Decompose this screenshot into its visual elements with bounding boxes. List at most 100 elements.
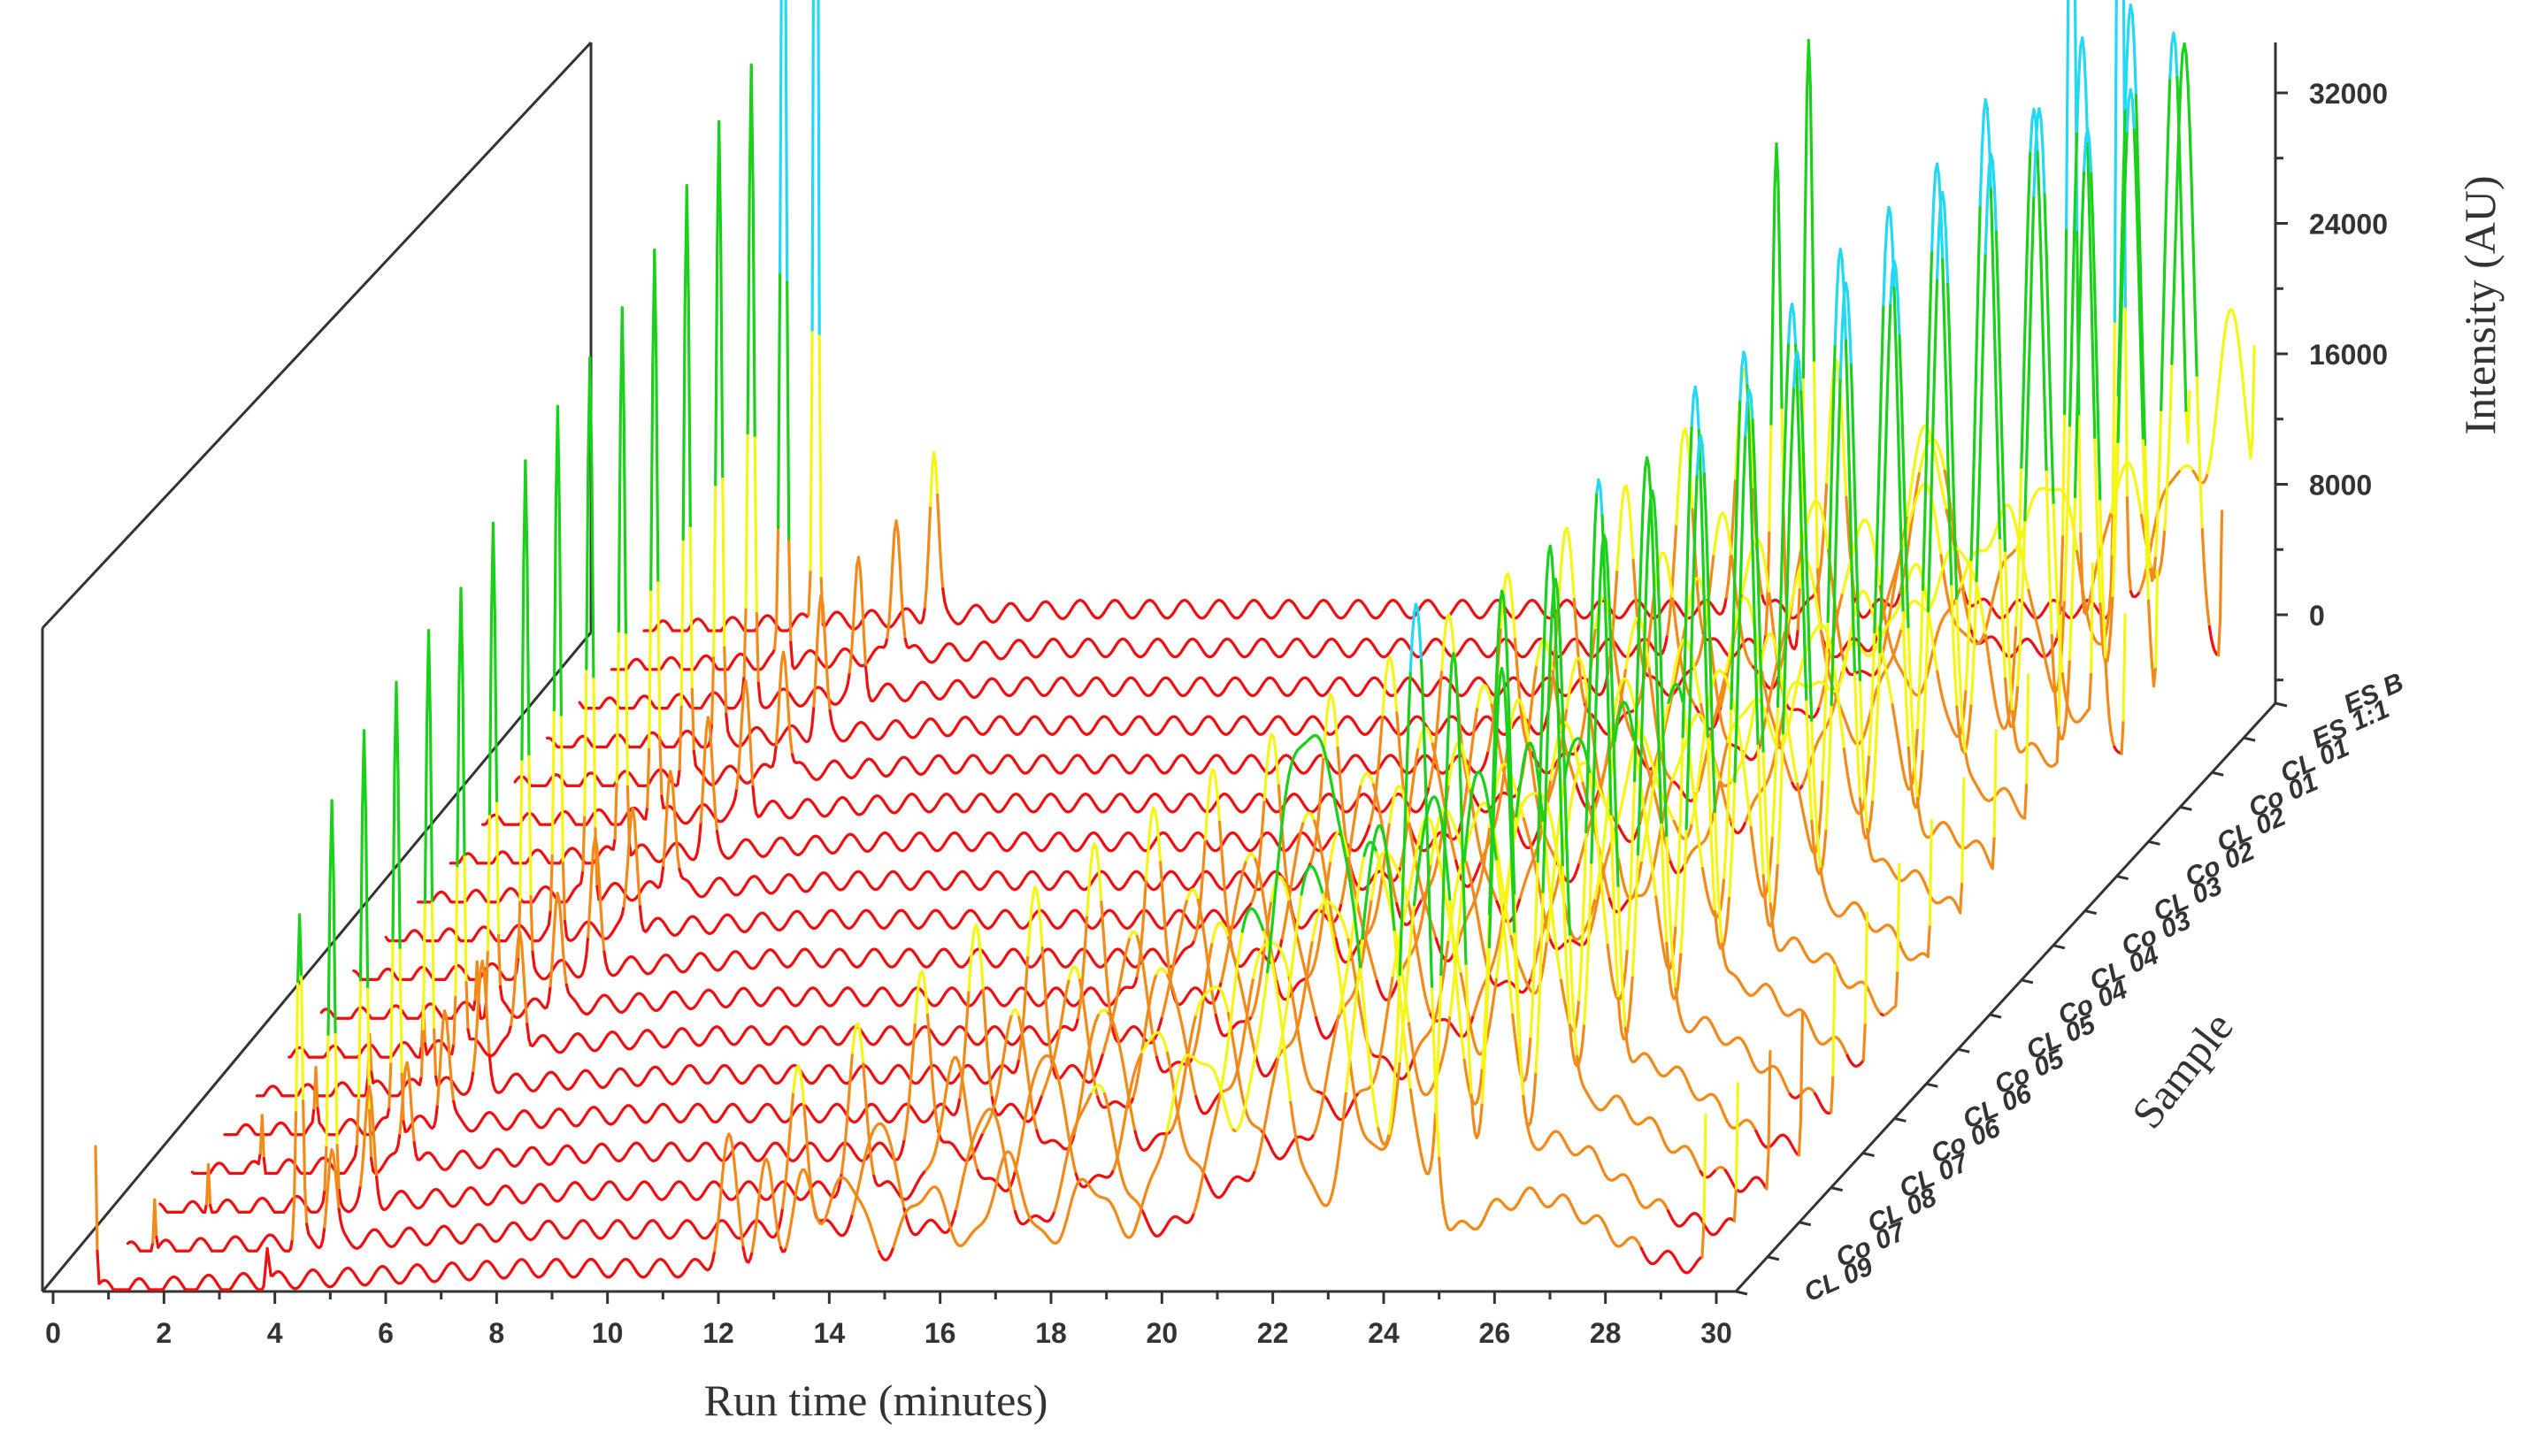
trace-segment	[825, 631, 826, 663]
trace-segment	[1731, 556, 1733, 571]
trace-segment	[779, 272, 780, 527]
trace-segment	[2129, 571, 2130, 592]
trace-segment	[2242, 369, 2244, 387]
trace-segment	[2069, 615, 2071, 659]
trace-segment	[1710, 570, 1712, 586]
trace-segment	[2120, 306, 2122, 375]
trace-segment	[1741, 628, 1743, 639]
trace-segment	[943, 589, 945, 602]
trace-segment	[1635, 587, 1637, 613]
trace-segment	[1630, 510, 1631, 533]
trace-segment	[2093, 225, 2095, 288]
trace-segment	[1827, 449, 1829, 483]
trace-segment	[1829, 654, 1830, 664]
trace-segment	[903, 623, 905, 640]
trace-segment	[742, 689, 744, 714]
trace-segment	[723, 479, 725, 648]
trace-segment	[830, 711, 832, 723]
trace-segment	[2037, 152, 2039, 201]
trace-segment	[751, 759, 753, 787]
trace-segment	[1829, 417, 1830, 449]
trace-segment	[2027, 200, 2029, 261]
trace-segment	[1873, 541, 1875, 551]
trace-segment	[893, 532, 894, 560]
trace-segment	[1523, 722, 1524, 733]
trace-segment	[812, 706, 814, 726]
trace-segment	[712, 655, 714, 724]
trace-segment	[868, 686, 870, 696]
trace-segment	[725, 648, 726, 714]
trace-segment	[1631, 533, 1633, 560]
trace-segment	[1771, 296, 1773, 424]
trace-segment	[740, 714, 742, 745]
trace-segment	[2132, 100, 2134, 130]
trace-segment	[2084, 599, 2086, 609]
trace-segment	[859, 557, 861, 571]
trace-segment	[816, 640, 817, 676]
trace-segment	[1515, 640, 1517, 664]
trace-segment	[2123, 179, 2125, 239]
trace-segment	[1846, 497, 1848, 526]
trace-segment	[2055, 700, 2057, 720]
trace-segment	[2091, 288, 2093, 366]
trace-segment	[1715, 529, 1717, 540]
trace-segment	[2077, 80, 2079, 131]
trace-segment	[1891, 597, 1892, 608]
trace-segment	[1911, 479, 1913, 491]
trace-segment	[1766, 568, 1768, 580]
trace-segment	[2193, 248, 2195, 313]
trace-segment	[864, 637, 866, 667]
trace-segment	[2167, 129, 2168, 194]
trace-segment	[2045, 402, 2046, 471]
trace-segment	[2116, 441, 2118, 502]
trace-segment	[2093, 366, 2095, 440]
trace-segment	[2064, 717, 2066, 732]
trace-segment	[2174, 241, 2175, 303]
trace-segment	[2221, 511, 2222, 620]
trace-segment	[936, 464, 938, 495]
trace-segment	[1563, 531, 1565, 542]
trace-segment	[1778, 183, 1780, 287]
trace-segment	[1946, 590, 1948, 600]
trace-segment	[2046, 472, 2048, 535]
trace-segment	[1729, 564, 1730, 583]
trace-segment	[1982, 612, 1983, 624]
trace-segment	[1614, 643, 1615, 656]
trace-segment	[817, 609, 819, 640]
trace-segment	[814, 676, 816, 706]
trace-segment	[2084, 139, 2086, 170]
trace-segment	[1512, 594, 1514, 615]
trace-segment	[2023, 329, 2025, 400]
trace-segment	[749, 724, 751, 759]
trace-segment	[735, 788, 737, 799]
trace-segment	[1676, 494, 1678, 525]
trace-segment	[823, 604, 825, 631]
trace-segment	[2125, 55, 2127, 109]
trace-segment	[2081, 220, 2083, 283]
trace-segment	[753, 191, 755, 438]
trace-segment	[1517, 664, 1519, 687]
trace-segment	[2025, 261, 2027, 329]
trace-segment	[1780, 287, 1782, 410]
trace-segment	[1574, 600, 1576, 626]
trace-segment	[2175, 44, 2177, 77]
trace-segment	[2067, 494, 2068, 552]
trace-segment	[2118, 375, 2120, 441]
trace-segment	[2188, 83, 2190, 128]
trace-segment	[849, 653, 851, 672]
trace-segment	[1745, 574, 1746, 584]
trace-segment	[1678, 467, 1680, 494]
trace-segment	[2106, 660, 2107, 693]
trace-segment	[2079, 563, 2081, 576]
trace-segment	[1730, 542, 1731, 556]
trace-segment	[2170, 364, 2172, 418]
trace-segment	[2053, 671, 2055, 699]
trace-segment	[2160, 410, 2161, 471]
series-trace	[515, 110, 2125, 786]
trace-segment	[1822, 642, 1824, 653]
trace-segment	[719, 121, 721, 241]
trace-segment	[2109, 627, 2111, 649]
trace-segment	[1514, 616, 1515, 640]
trace-segment	[1987, 648, 1989, 662]
trace-segment	[1668, 621, 1669, 634]
